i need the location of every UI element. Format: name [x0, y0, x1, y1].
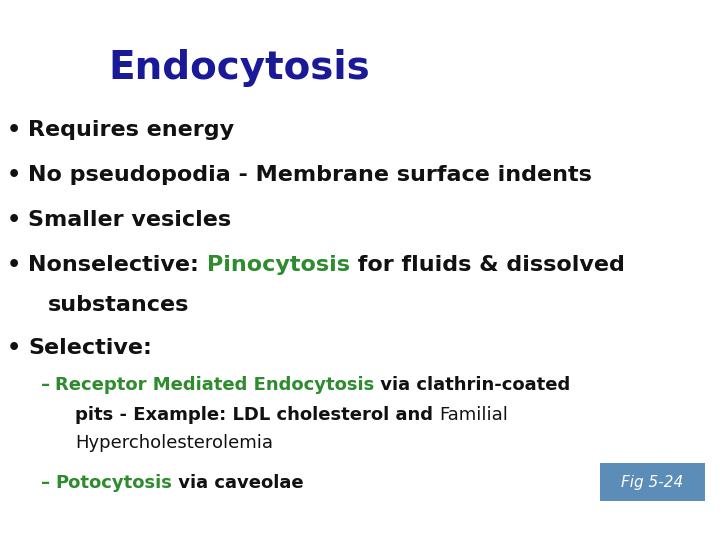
Text: via caveolae: via caveolae: [172, 474, 304, 492]
Text: •: •: [7, 120, 21, 140]
Text: Fig 5-24: Fig 5-24: [621, 475, 683, 489]
Text: •: •: [7, 165, 21, 185]
Text: –: –: [41, 474, 50, 492]
Text: •: •: [7, 210, 21, 230]
Text: via clathrin-coated: via clathrin-coated: [374, 376, 570, 394]
Text: Potocytosis: Potocytosis: [55, 474, 172, 492]
Text: Nonselective:: Nonselective:: [28, 255, 207, 275]
Text: Smaller vesicles: Smaller vesicles: [28, 210, 231, 230]
Text: Pinocytosis: Pinocytosis: [207, 255, 350, 275]
Text: Requires energy: Requires energy: [28, 120, 234, 140]
Text: –: –: [41, 376, 50, 394]
Text: Hypercholesterolemia: Hypercholesterolemia: [75, 434, 273, 452]
Text: •: •: [7, 338, 21, 358]
Text: substances: substances: [48, 295, 189, 315]
Text: No pseudopodia - Membrane surface indents: No pseudopodia - Membrane surface indent…: [28, 165, 592, 185]
Text: for fluids & dissolved: for fluids & dissolved: [350, 255, 624, 275]
Text: Familial: Familial: [439, 406, 508, 424]
Text: Selective:: Selective:: [28, 338, 152, 358]
Text: pits - Example: LDL cholesterol and: pits - Example: LDL cholesterol and: [75, 406, 439, 424]
Text: Endocytosis: Endocytosis: [108, 49, 370, 87]
FancyBboxPatch shape: [600, 463, 705, 501]
Text: •: •: [7, 255, 21, 275]
Text: Receptor Mediated Endocytosis: Receptor Mediated Endocytosis: [55, 376, 374, 394]
